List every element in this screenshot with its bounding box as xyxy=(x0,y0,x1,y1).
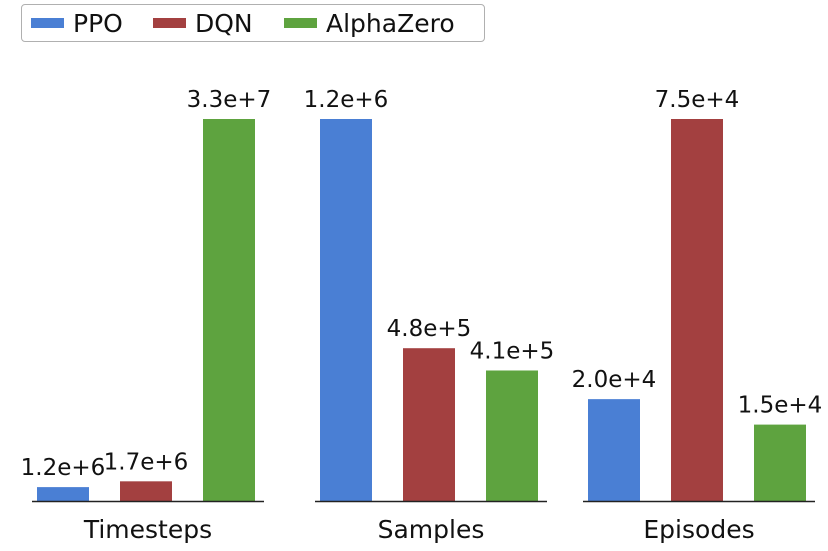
data-label-timesteps-dqn: 1.7e+6 xyxy=(104,449,189,475)
data-label-samples-alphazero: 4.1e+5 xyxy=(470,338,555,364)
bar-timesteps-dqn xyxy=(120,481,172,501)
bar-episodes-alphazero xyxy=(754,424,806,501)
bar-episodes-ppo xyxy=(588,399,640,501)
legend-label-dqn: DQN xyxy=(195,8,253,38)
panel-label-timesteps: Timesteps xyxy=(83,515,212,544)
bar-timesteps-ppo xyxy=(37,487,89,501)
legend-swatch-ppo xyxy=(31,18,64,28)
panel-label-episodes: Episodes xyxy=(643,515,754,544)
data-label-episodes-alphazero: 1.5e+4 xyxy=(738,393,823,419)
data-label-samples-ppo: 1.2e+6 xyxy=(304,87,389,113)
data-label-episodes-dqn: 7.5e+4 xyxy=(655,87,740,113)
legend-swatch-alphazero xyxy=(284,18,317,28)
legend-label-alphazero: AlphaZero xyxy=(326,8,455,38)
legend-item-ppo: PPO xyxy=(31,5,123,41)
legend-swatch-dqn xyxy=(153,18,186,28)
bar-samples-dqn xyxy=(403,348,455,501)
legend: PPO DQN AlphaZero xyxy=(21,4,485,42)
data-label-episodes-ppo: 2.0e+4 xyxy=(572,367,657,393)
legend-item-alphazero: AlphaZero xyxy=(284,5,455,41)
data-label-timesteps-ppo: 1.2e+6 xyxy=(21,455,106,481)
data-label-timesteps-alphazero: 3.3e+7 xyxy=(187,87,272,113)
data-label-samples-dqn: 4.8e+5 xyxy=(387,316,472,342)
legend-item-dqn: DQN xyxy=(153,5,253,41)
bar-episodes-dqn xyxy=(671,119,723,501)
bar-samples-ppo xyxy=(320,119,372,501)
bar-samples-alphazero xyxy=(486,370,538,501)
legend-label-ppo: PPO xyxy=(73,8,123,38)
panel-label-samples: Samples xyxy=(378,515,485,544)
bar-timesteps-alphazero xyxy=(203,119,255,501)
